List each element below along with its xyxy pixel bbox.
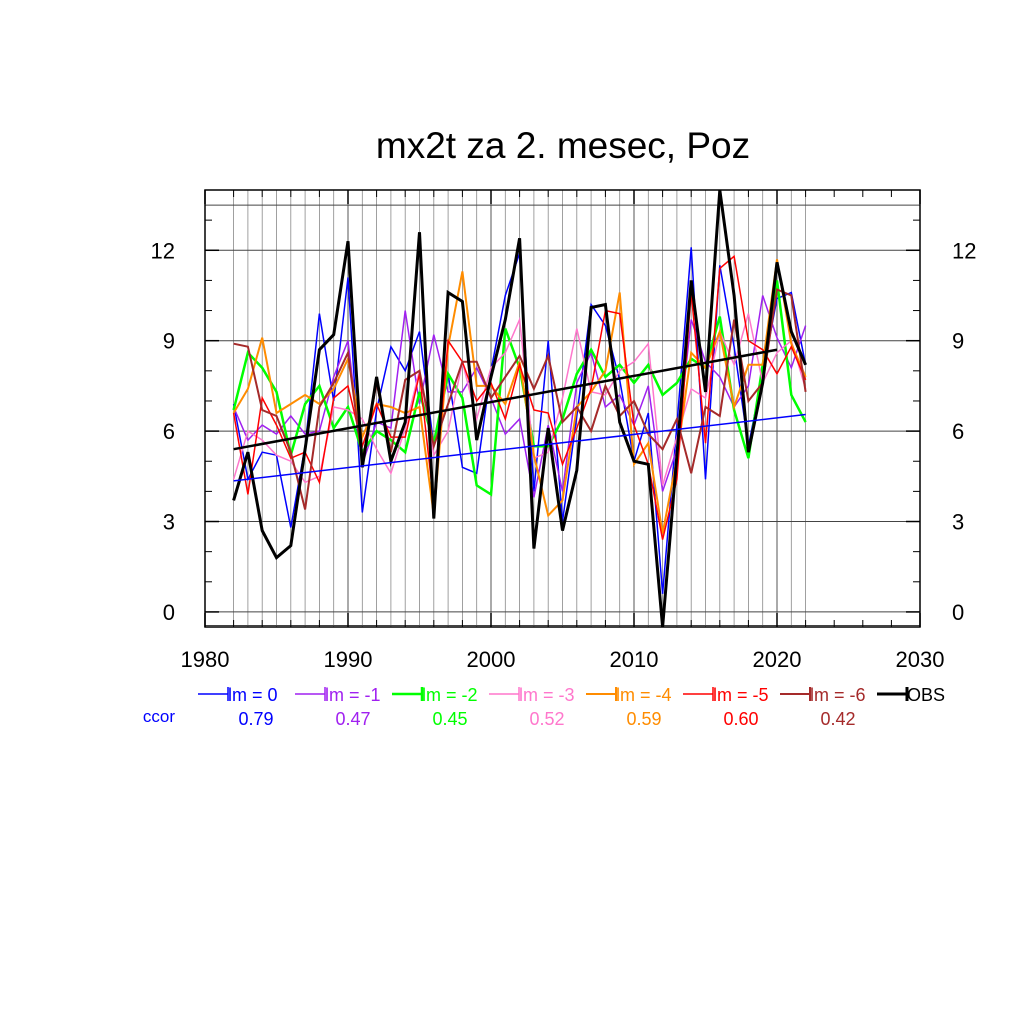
ccor-label: ccor [143,707,175,726]
legend-label-2: lm = -2 [422,685,478,705]
y-tick-label-right: 3 [952,510,964,535]
series-line-5 [232,254,807,540]
series-line-6 [233,288,807,510]
y-tick-label: 0 [163,600,175,625]
y-tick-label-right: 9 [952,329,964,354]
legend-label-4: lm = -4 [616,685,672,705]
x-tick-label: 2000 [467,647,516,672]
legend: lm = 0 0.79 lm = -1 0.47 lm = -2 0.45 lm = -3 0… [143,685,945,729]
legend-label-1: lm = -1 [325,685,381,705]
legend-label-3: lm = -3 [519,685,575,705]
legend-label-5: lm = -5 [713,685,769,705]
x-tick-label: 2030 [896,647,945,672]
ccor-value-1: 0.47 [335,709,370,729]
x-tick-label: 2020 [753,647,802,672]
ccor-value-2: 0.45 [432,709,467,729]
y-tick-label-right: 0 [952,600,964,625]
series-layer [232,190,807,627]
legend-label-7: OBS [907,685,945,705]
trend-line-0 [233,413,806,482]
axes: 1980 1990 2000 2010 2020 2030 0 0 3 3 6 6 9 9 12 12 [151,189,976,672]
y-tick-label: 9 [163,329,175,354]
y-tick-label-right: 12 [952,238,976,263]
y-tick-label: 6 [163,419,175,444]
x-tick-label: 1980 [181,647,230,672]
y-tick-label: 12 [151,238,175,263]
plot-frame [204,189,921,628]
series-line-7 [232,190,807,627]
y-tick-label: 3 [163,510,175,535]
ccor-value-6: 0.42 [820,709,855,729]
y-tick-label-right: 6 [952,419,964,444]
ccor-value-3: 0.52 [529,709,564,729]
x-tick-label: 2010 [610,647,659,672]
legend-label-0: lm = 0 [228,685,278,705]
ccor-value-5: 0.60 [723,709,758,729]
series-line-4 [232,259,807,534]
legend-label-6: lm = -6 [810,685,866,705]
ccor-value-0: 0.79 [238,709,273,729]
x-tick-label: 1990 [324,647,373,672]
chart-title: mx2t za 2. mesec, Poz [376,125,750,166]
ccor-value-4: 0.59 [626,709,661,729]
trend-line-7 [233,348,778,451]
